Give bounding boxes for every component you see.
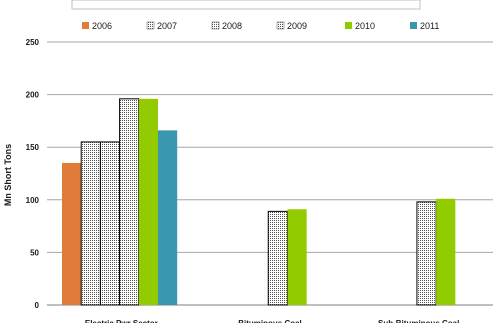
bar-2006 — [62, 162, 82, 305]
legend-swatch-2007 — [146, 21, 155, 30]
y-tick-label: 0 — [35, 301, 40, 310]
bar-2010 — [138, 98, 158, 305]
bar-2009 — [416, 201, 437, 306]
x-category-label: Bituminous Coal — [238, 319, 302, 323]
legend-swatch-2010 — [345, 22, 352, 29]
bar-2010 — [436, 198, 456, 305]
bar-2008 — [99, 141, 121, 306]
legend-swatch-2008 — [211, 21, 220, 30]
y-tick-label: 100 — [26, 196, 40, 205]
legend-label-2009: 2009 — [287, 21, 307, 31]
y-tick-label: 250 — [26, 38, 40, 47]
legend-swatch-2006 — [82, 22, 89, 29]
legend-label-2008: 2008 — [222, 21, 242, 31]
legend-label-2011: 2011 — [420, 21, 439, 31]
bar-2009 — [119, 98, 140, 306]
bar-2011 — [158, 130, 178, 305]
y-tick-label: 50 — [30, 248, 39, 257]
y-tick-label: 200 — [26, 91, 40, 100]
legend-label-2010: 2010 — [355, 21, 375, 31]
bar-2010 — [287, 209, 307, 305]
x-category-label: Electric Pwr Sector — [85, 319, 158, 323]
bar-2007 — [80, 141, 101, 306]
x-category-label: Sub-Bituminous Coal — [378, 319, 459, 323]
legend-swatch-2009 — [276, 21, 285, 30]
bar-2009 — [267, 210, 288, 306]
title-box — [71, 0, 421, 10]
y-axis-title: Mn Short Tons — [3, 144, 13, 206]
y-tick-label: 150 — [26, 143, 40, 152]
legend-label-2007: 2007 — [157, 21, 177, 31]
legend-swatch-2011 — [410, 22, 417, 29]
legend-label-2006: 2006 — [92, 21, 112, 31]
